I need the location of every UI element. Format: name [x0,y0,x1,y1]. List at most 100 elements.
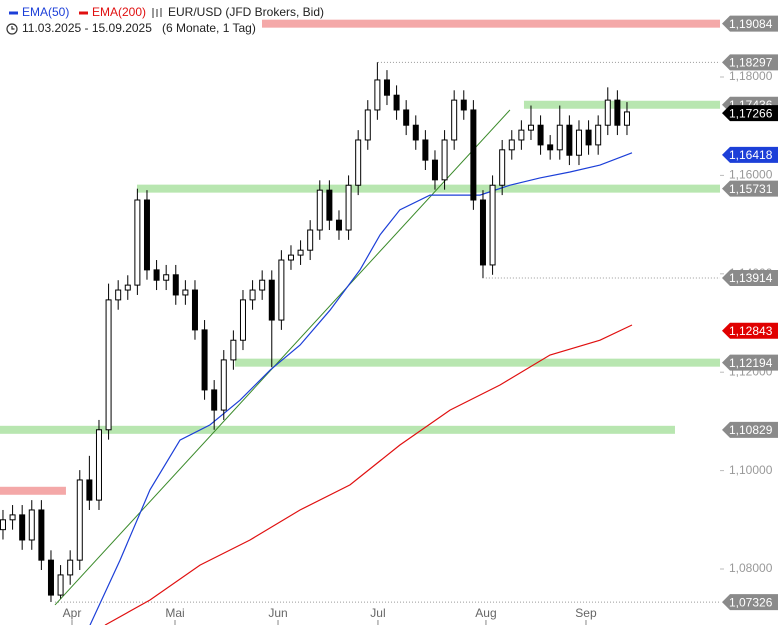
candle-body [556,124,563,151]
candle-body [441,139,448,181]
ticks-layer: 1,080001,100001,120001,140001,160001,180… [63,69,773,625]
candle-body [585,129,592,146]
candle-body [9,514,16,521]
price-tag [722,594,778,611]
x-tick-label: Apr [63,606,82,620]
candle-body [604,99,611,126]
y-tick-label: 1,10000 [729,463,773,477]
candle-body [163,274,170,281]
candle-body [499,149,506,186]
legend-label: EMA(50) [22,5,69,19]
candle-body [335,219,342,231]
zone [261,19,720,28]
candle-body [182,289,189,296]
candle-body [86,479,93,501]
candle-body [230,339,237,361]
candle-body [172,274,179,296]
ema-line [89,152,633,625]
tags-layer: 1,190841,182971,174361,157311,139141,121… [722,15,778,611]
candle-body [278,259,285,321]
candle-body [412,124,419,141]
price-tag [722,15,778,32]
candle-body [489,184,496,266]
candle-body [259,279,266,291]
price-tag [722,421,778,438]
candle-body [124,284,131,291]
subtitle: 11.03.2025 - 15.09.2025 [22,21,152,35]
candle-body [249,289,256,301]
candle-body [76,479,83,561]
y-tick-label: 1,18000 [729,69,773,83]
candle-body [470,109,477,201]
candle-body [479,199,486,266]
levels-layer [0,19,720,603]
chart-title: EUR/USD (JFD Brokers, Bid) [168,5,324,19]
price-tag [722,270,778,287]
candle-body [364,109,371,141]
header: EMA(50) EMA(200) EUR/USD (JFD Brokers, B… [6,5,324,35]
price-tag-label: 1,18297 [729,56,773,70]
x-tick-label: Jun [268,606,287,620]
price-tag-label: 1,19084 [729,17,773,31]
zone [0,425,675,434]
price-tag [722,354,778,371]
x-tick-label: Sep [575,606,597,620]
candle-body [211,389,218,411]
candle-body [518,129,525,141]
candle-body [297,249,304,256]
candle-body [220,359,227,411]
price-tag-label: 1,12843 [729,324,773,338]
candle-body [393,94,400,111]
candle-body [575,129,582,156]
candle-body [527,124,534,131]
candle-body [153,269,160,281]
candle-body [239,299,246,341]
candle-body [460,99,467,111]
candle-body [614,99,621,126]
price-tag-label: 1,07326 [729,595,773,609]
candle-body [143,199,150,271]
candle-body [57,574,64,596]
ema-line [104,324,633,625]
candle-body [105,299,112,431]
candle-body [355,139,362,186]
bars-icon [152,8,162,18]
price-tag-label: 1,15731 [729,182,773,196]
candle-body [268,279,275,321]
x-tick-label: Mai [165,606,184,620]
candles-layer [0,62,630,602]
price-tag [722,146,778,163]
candle-body [537,124,544,146]
trend-layer [54,109,511,606]
candle-body [201,329,208,391]
ema-layer [89,152,633,625]
price-tag [722,322,778,339]
trendline [54,109,511,606]
candle-body [0,519,6,531]
candle-body [451,99,458,141]
x-tick-label: Aug [475,606,496,620]
candle-body [547,144,554,151]
candle-body [422,139,429,161]
candle-body [19,514,26,541]
zone [0,486,66,495]
candle-body [403,109,410,126]
price-tag [722,105,778,122]
candle-body [191,289,198,331]
candle-body [623,111,630,126]
candle-body [326,189,333,221]
candle-body [115,289,122,301]
price-tag-label: 1,17266 [729,106,773,120]
candle-body [345,184,352,231]
price-tag-label: 1,13914 [729,271,773,285]
y-tick-label: 1,16000 [729,168,773,182]
candle-body [287,254,294,261]
y-tick-label: 1,08000 [729,561,773,575]
candle-body [307,229,314,251]
candle-body [383,79,390,96]
clock-icon [6,23,18,35]
candle-body [47,559,54,596]
candle-body [95,429,102,501]
candle-body [316,189,323,231]
